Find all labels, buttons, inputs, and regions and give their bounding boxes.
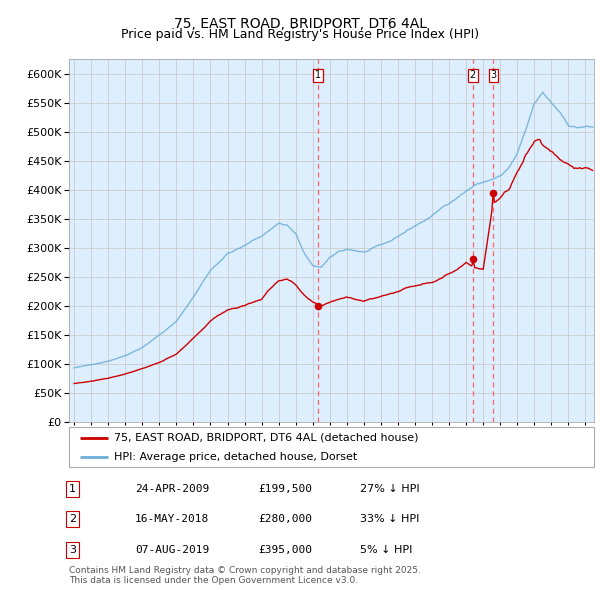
Text: 27% ↓ HPI: 27% ↓ HPI [360,484,419,494]
Text: 1: 1 [69,484,76,494]
Text: 16-MAY-2018: 16-MAY-2018 [135,514,209,525]
Text: 3: 3 [490,70,496,80]
FancyBboxPatch shape [69,427,594,467]
Text: 2: 2 [470,70,476,80]
Text: Contains HM Land Registry data © Crown copyright and database right 2025.
This d: Contains HM Land Registry data © Crown c… [69,566,421,585]
Text: 5% ↓ HPI: 5% ↓ HPI [360,545,412,555]
Text: 2: 2 [69,514,76,525]
Text: Price paid vs. HM Land Registry's House Price Index (HPI): Price paid vs. HM Land Registry's House … [121,28,479,41]
Text: 1: 1 [315,70,321,80]
Text: £199,500: £199,500 [258,484,312,494]
Text: 75, EAST ROAD, BRIDPORT, DT6 4AL: 75, EAST ROAD, BRIDPORT, DT6 4AL [173,17,427,31]
Text: 24-APR-2009: 24-APR-2009 [135,484,209,494]
Text: 3: 3 [69,545,76,555]
Text: 33% ↓ HPI: 33% ↓ HPI [360,514,419,525]
Text: HPI: Average price, detached house, Dorset: HPI: Average price, detached house, Dors… [113,453,357,462]
Text: 75, EAST ROAD, BRIDPORT, DT6 4AL (detached house): 75, EAST ROAD, BRIDPORT, DT6 4AL (detach… [113,433,418,443]
Text: 07-AUG-2019: 07-AUG-2019 [135,545,209,555]
Text: £280,000: £280,000 [258,514,312,525]
Text: £395,000: £395,000 [258,545,312,555]
